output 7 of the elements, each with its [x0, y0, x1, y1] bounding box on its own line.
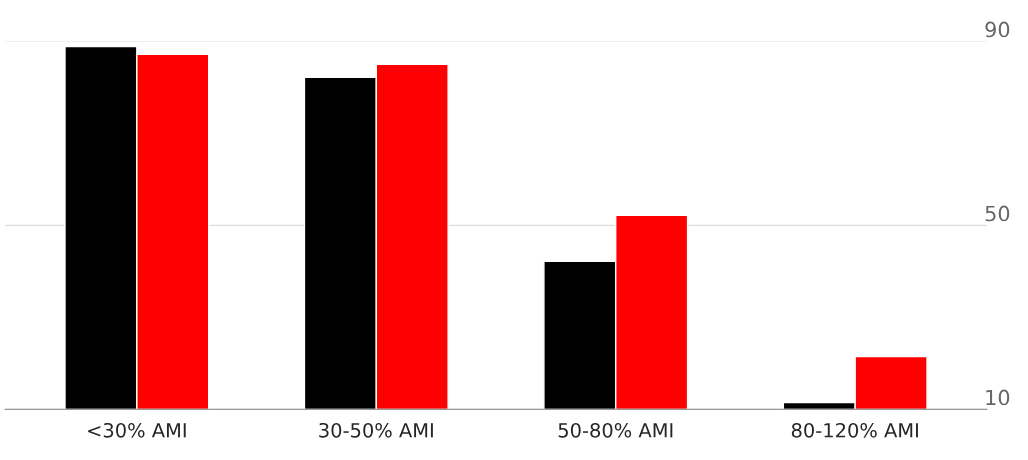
x-tick-label: 50-80% AMI — [558, 422, 673, 438]
y-tick-label: 10 — [986, 389, 1010, 406]
x-tick-label: 30-50% AMI — [319, 422, 433, 438]
x-tick-label: <30% AMI — [88, 422, 186, 438]
y-tick-label: 90 — [985, 21, 1010, 38]
y-tick-label: 50 — [985, 205, 1010, 222]
x-tick-label: 80-120% AMI — [791, 422, 918, 438]
